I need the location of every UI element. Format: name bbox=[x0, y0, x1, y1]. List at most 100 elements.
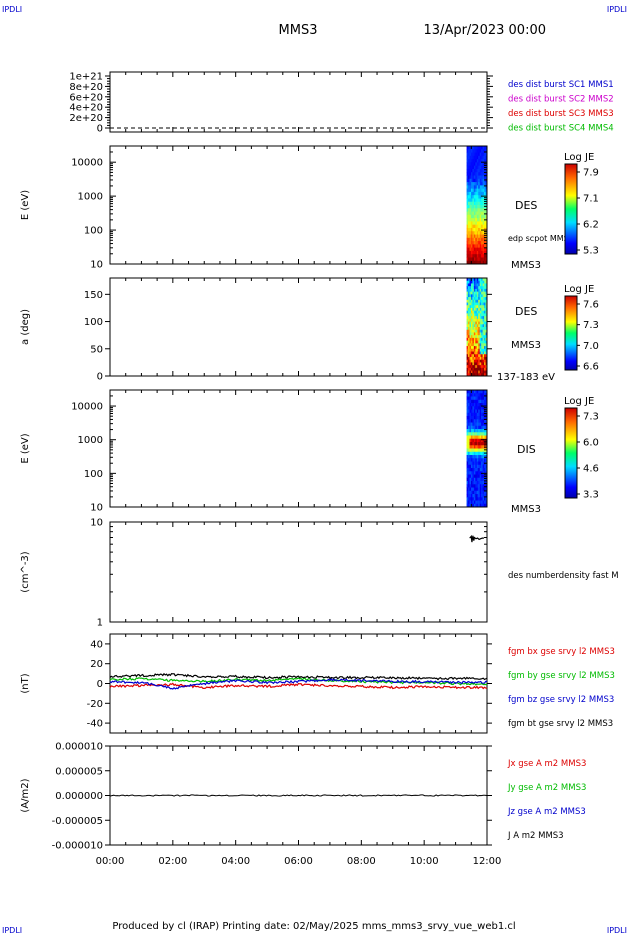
dis-energy-cell bbox=[473, 477, 476, 482]
dis-energy-cell bbox=[476, 409, 479, 414]
dis-energy-cell bbox=[466, 438, 469, 443]
dis-energy-cell bbox=[478, 474, 481, 479]
des-energy-cell bbox=[468, 224, 470, 229]
des-pitch-cell bbox=[468, 310, 470, 314]
dis-energy-cell bbox=[472, 429, 475, 433]
des-pitch-cell bbox=[484, 286, 487, 290]
dis-energy-cell bbox=[478, 416, 481, 420]
dis-energy-cell bbox=[473, 487, 476, 492]
dis-energy-cell bbox=[469, 494, 472, 498]
des-energy-cell bbox=[478, 214, 481, 219]
des-pitch-cell bbox=[473, 288, 476, 293]
dis-energy-cell bbox=[470, 396, 473, 401]
des-pitch-cell bbox=[484, 280, 487, 284]
dis-energy-cell bbox=[473, 481, 476, 485]
des-energy-cell bbox=[475, 182, 478, 186]
des-energy-cell bbox=[484, 185, 487, 190]
des-energy-cell bbox=[473, 257, 476, 262]
dis-energy-cell bbox=[468, 474, 470, 479]
dis-energy-cell bbox=[479, 403, 482, 407]
des-pitch-cell bbox=[484, 294, 487, 298]
des-energy-cell bbox=[478, 221, 481, 226]
des-pitch-cell bbox=[468, 313, 470, 317]
dis-energy-cell bbox=[468, 484, 470, 488]
des-energy-cell bbox=[481, 198, 484, 203]
des-pitch-cell bbox=[479, 370, 482, 374]
burst-legend-entry: des dist burst SC2 MMS2 bbox=[508, 95, 614, 105]
des-energy-cell bbox=[484, 198, 487, 203]
dis-energy-cell bbox=[468, 448, 470, 453]
des-pitch-cell bbox=[468, 288, 470, 293]
des-pitch-cell bbox=[484, 313, 487, 317]
des-energy-cell bbox=[476, 168, 479, 173]
des-energy-cell bbox=[478, 247, 481, 252]
des-pitch-cell bbox=[472, 297, 475, 301]
des-pitch-cell bbox=[468, 299, 470, 303]
des-pitch-cell bbox=[481, 332, 484, 336]
des-pitch-cell bbox=[475, 299, 478, 303]
des-pitch-colorbar-tick-label: 6.6 bbox=[583, 362, 599, 373]
des-pitch-cell bbox=[466, 324, 469, 328]
des-pitch-cell bbox=[475, 283, 478, 287]
des-energy-cell bbox=[476, 149, 479, 154]
dis-energy-cell bbox=[466, 390, 469, 394]
dis-energy-cell bbox=[476, 425, 479, 430]
des-energy-cell bbox=[478, 182, 481, 186]
des-pitch-cell bbox=[484, 351, 487, 355]
des-energy-cell bbox=[469, 172, 472, 176]
des-pitch-ytick-label: 150 bbox=[84, 290, 103, 301]
des-pitch-cell bbox=[478, 297, 481, 301]
dis-energy-cell bbox=[475, 477, 478, 482]
des-energy-cell bbox=[484, 155, 487, 160]
dis-energy-cell bbox=[472, 432, 475, 436]
dis-energy-cell bbox=[479, 503, 482, 508]
dis-energy-cell bbox=[478, 464, 481, 469]
des-pitch-cell bbox=[466, 343, 469, 347]
dis-energy-cell bbox=[470, 393, 473, 397]
des-energy-cell bbox=[472, 237, 475, 242]
des-pitch-cell bbox=[473, 327, 476, 331]
dis-energy-cell bbox=[475, 490, 478, 495]
des-pitch-cell bbox=[481, 280, 484, 284]
dis-energy-cell bbox=[468, 455, 470, 459]
des-energy-cell bbox=[469, 244, 472, 249]
des-energy-cell bbox=[476, 218, 479, 222]
des-energy-cell bbox=[473, 165, 476, 170]
dis-energy-cell bbox=[473, 500, 476, 505]
burst-legend-entry: des dist burst SC3 MMS3 bbox=[508, 109, 614, 119]
des-pitch-cell bbox=[482, 318, 485, 323]
des-pitch-cell bbox=[475, 307, 478, 312]
des-pitch-cell bbox=[469, 310, 472, 314]
dis-energy-cell bbox=[470, 468, 473, 472]
des-energy-cell bbox=[482, 260, 485, 265]
des-pitch-cell bbox=[472, 370, 475, 374]
dis-energy-cell bbox=[466, 464, 469, 469]
current-legend-entry: Jy gse A m2 MMS3 bbox=[507, 783, 586, 793]
dis-energy-cell bbox=[473, 471, 476, 475]
des-energy-colorbar-tick-label: 7.1 bbox=[583, 194, 599, 205]
des-energy-cell bbox=[479, 254, 482, 258]
dis-energy-cell bbox=[475, 503, 478, 508]
des-energy-cell bbox=[466, 231, 469, 235]
des-pitch-cell bbox=[473, 297, 476, 301]
des-energy-cell bbox=[469, 224, 472, 229]
des-pitch-cell bbox=[468, 327, 470, 331]
dis-energy-cell bbox=[482, 396, 485, 401]
des-energy-cell bbox=[473, 178, 476, 183]
des-pitch-cell bbox=[469, 288, 472, 293]
dis-energy-cell bbox=[466, 503, 469, 508]
des-energy-cell bbox=[476, 182, 479, 186]
dis-energy-cell bbox=[484, 435, 487, 440]
dis-energy-cell bbox=[481, 403, 484, 407]
density-series-line bbox=[469, 534, 484, 543]
dis-energy-cell bbox=[478, 409, 481, 414]
des-pitch-cell bbox=[466, 313, 469, 317]
dis-energy-cell bbox=[479, 396, 482, 401]
des-energy-cell bbox=[484, 205, 487, 209]
des-energy-cell bbox=[472, 214, 475, 219]
des-pitch-cell bbox=[472, 348, 475, 352]
des-energy-cell bbox=[466, 162, 469, 167]
des-energy-cell bbox=[475, 250, 478, 255]
dis-energy-cell bbox=[469, 429, 472, 433]
dis-energy-cell bbox=[472, 412, 475, 417]
